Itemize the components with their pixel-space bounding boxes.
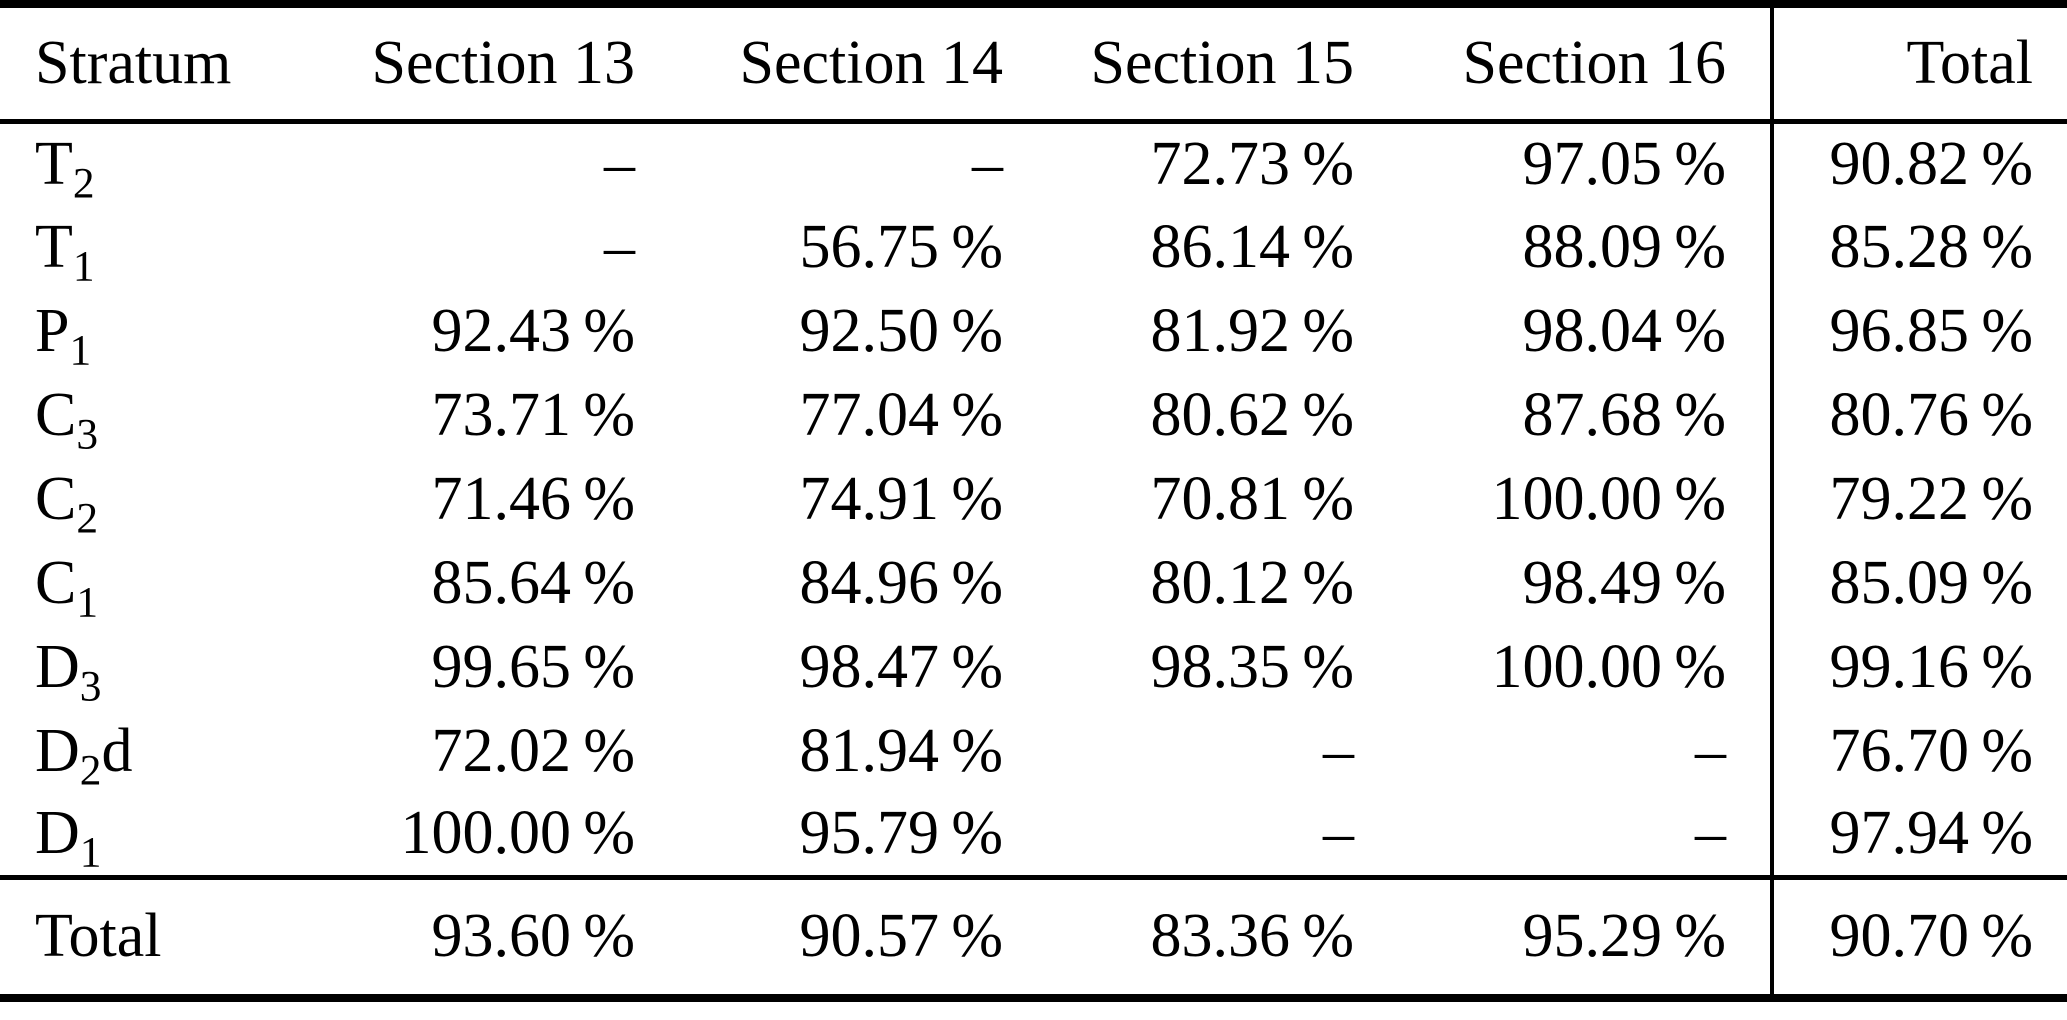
value-cell: 100.00 % <box>1491 632 1726 701</box>
table-row: D3 99.65 % 98.47 % 98.35 % 100.00 % 99.1… <box>0 625 2067 709</box>
table-row: C1 85.64 % 84.96 % 80.12 % 98.49 % 85.09… <box>0 541 2067 625</box>
value-cell: 92.50 % <box>799 296 1003 365</box>
column-header-section-16: Section 16 <box>1462 28 1726 97</box>
value-cell: 72.02 % <box>431 716 635 785</box>
value-cell: 100.00 % <box>400 799 635 868</box>
stratum-subscript: 1 <box>69 325 92 374</box>
value-cell: 98.04 % <box>1522 296 1726 365</box>
value-cell: – <box>1695 799 1726 868</box>
value-cell: 90.57 % <box>799 902 1003 971</box>
value-cell: 71.46 % <box>431 464 635 533</box>
value-cell: 92.43 % <box>431 296 635 365</box>
value-cell: 84.96 % <box>799 548 1003 617</box>
stratum-cell: C1 <box>0 541 300 625</box>
total-cell: 96.85 % <box>1770 289 2067 373</box>
column-header-section-13: Section 13 <box>371 28 635 97</box>
stratum-cell: T2 <box>0 121 300 205</box>
column-header-section-15: Section 15 <box>1090 28 1354 97</box>
table-row: D2d 72.02 % 81.94 % – – 76.70 % <box>0 709 2067 793</box>
column-header-section-14: Section 14 <box>739 28 1003 97</box>
stratum-subscript: 3 <box>76 409 99 458</box>
value-cell: 93.60 % <box>431 902 635 971</box>
total-cell: 85.28 % <box>1770 205 2067 289</box>
value-cell: 81.94 % <box>799 716 1003 785</box>
stratum-base: C <box>35 548 77 617</box>
total-cell: 90.82 % <box>1770 121 2067 205</box>
stratum-subscript: 2 <box>72 159 95 208</box>
value-cell: 80.12 % <box>1150 548 1354 617</box>
total-cell: 76.70 % <box>1770 709 2067 793</box>
value-cell: 74.91 % <box>799 464 1003 533</box>
stratum-suffix: d <box>101 716 133 785</box>
stratum-subscript: 3 <box>79 661 102 710</box>
stratum-cell: C3 <box>0 373 300 457</box>
total-cell: 90.70 % <box>1770 877 2067 998</box>
stratum-base: T <box>35 212 73 281</box>
stratum-base: T <box>35 129 73 198</box>
value-cell: 98.35 % <box>1150 632 1354 701</box>
total-row-label: Total <box>35 902 162 971</box>
value-cell: – <box>1323 799 1354 868</box>
value-cell: 95.29 % <box>1522 902 1726 971</box>
value-cell: 81.92 % <box>1150 296 1354 365</box>
value-cell: 98.49 % <box>1522 548 1726 617</box>
header-row: Stratum Section 13 Section 14 Section 15… <box>0 4 2067 121</box>
value-cell: – <box>1695 716 1726 785</box>
column-header-stratum: Stratum <box>35 28 232 97</box>
value-cell: – <box>604 129 635 198</box>
value-cell: 98.47 % <box>799 632 1003 701</box>
stratum-cell: C2 <box>0 457 300 541</box>
table-row: T2 – – 72.73 % 97.05 % 90.82 % <box>0 121 2067 205</box>
value-cell: 88.09 % <box>1522 212 1726 281</box>
table-row: C3 73.71 % 77.04 % 80.62 % 87.68 % 80.76… <box>0 373 2067 457</box>
stratum-cell: T1 <box>0 205 300 289</box>
table-row: D1 100.00 % 95.79 % – – 97.94 % <box>0 793 2067 877</box>
total-cell: 97.94 % <box>1770 793 2067 877</box>
value-cell: 99.65 % <box>431 632 635 701</box>
stratum-base: C <box>35 464 77 533</box>
stratum-subscript: 1 <box>72 241 95 290</box>
stratum-base: C <box>35 380 77 449</box>
value-cell: – <box>604 212 635 281</box>
value-cell: 97.05 % <box>1522 129 1726 198</box>
value-cell: 100.00 % <box>1491 464 1726 533</box>
stratum-cell: P1 <box>0 289 300 373</box>
value-cell: 70.81 % <box>1150 464 1354 533</box>
stratum-base: P <box>35 296 70 365</box>
stratum-base: D <box>35 716 80 785</box>
value-cell: 80.62 % <box>1150 380 1354 449</box>
column-header-total: Total <box>1770 4 2067 121</box>
value-cell: 95.79 % <box>799 799 1003 868</box>
stratum-cell: D3 <box>0 625 300 709</box>
value-cell: 87.68 % <box>1522 380 1726 449</box>
total-cell: 80.76 % <box>1770 373 2067 457</box>
total-row: Total 93.60 % 90.57 % 83.36 % 95.29 % 90… <box>0 877 2067 998</box>
total-cell: 85.09 % <box>1770 541 2067 625</box>
stratum-subscript: 1 <box>79 828 102 877</box>
table-row: T1 – 56.75 % 86.14 % 88.09 % 85.28 % <box>0 205 2067 289</box>
value-cell: 56.75 % <box>799 212 1003 281</box>
table-row: P1 92.43 % 92.50 % 81.92 % 98.04 % 96.85… <box>0 289 2067 373</box>
value-cell: 72.73 % <box>1150 129 1354 198</box>
stratum-cell: D1 <box>0 793 300 877</box>
value-cell: 85.64 % <box>431 548 635 617</box>
value-cell: 77.04 % <box>799 380 1003 449</box>
value-cell: 83.36 % <box>1150 902 1354 971</box>
value-cell: 73.71 % <box>431 380 635 449</box>
stratum-cell: D2d <box>0 709 300 793</box>
value-cell: 86.14 % <box>1150 212 1354 281</box>
table-row: C2 71.46 % 74.91 % 70.81 % 100.00 % 79.2… <box>0 457 2067 541</box>
stratum-base: D <box>35 799 80 868</box>
stratum-subscript: 2 <box>76 493 99 542</box>
total-cell: 99.16 % <box>1770 625 2067 709</box>
stratum-base: D <box>35 632 80 701</box>
stratum-subscript: 1 <box>76 577 99 626</box>
value-cell: – <box>1323 716 1354 785</box>
stratum-subscript: 2 <box>79 745 102 794</box>
value-cell: – <box>972 129 1003 198</box>
total-cell: 79.22 % <box>1770 457 2067 541</box>
